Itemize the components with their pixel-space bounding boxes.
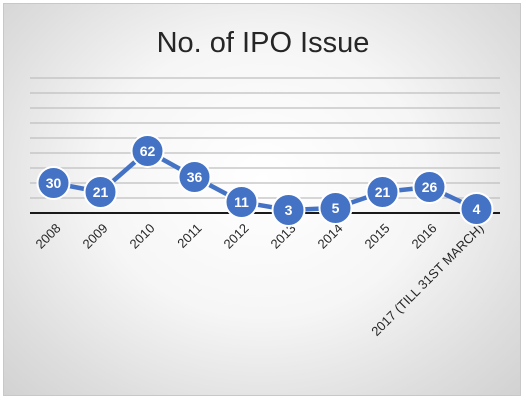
data-marker xyxy=(130,134,165,168)
data-label: 62 xyxy=(140,143,156,159)
data-marker xyxy=(365,175,400,209)
data-point: 62 xyxy=(130,134,165,168)
data-marker xyxy=(459,192,494,226)
data-point: 26 xyxy=(412,170,447,204)
x-axis-labels: 2008 2009 2010 2011 2012 2013 2014 2015 20162017… xyxy=(33,221,487,339)
data-marker xyxy=(271,193,306,227)
data-marker xyxy=(177,160,212,194)
data-label: 4 xyxy=(473,201,481,217)
x-tick-label: 2008 xyxy=(33,221,64,252)
chart-title: No. of IPO Issue xyxy=(157,27,370,59)
data-markers: 30 21 62 36 11 3 5 21 26 4 xyxy=(36,134,494,227)
x-tick-label: 2014 xyxy=(315,221,346,252)
data-marker xyxy=(36,166,71,200)
x-tick-label: 2010 xyxy=(127,221,158,252)
x-tick-label: 2012 xyxy=(221,221,252,252)
series-line xyxy=(53,148,478,213)
data-point: 30 xyxy=(36,166,71,200)
data-marker xyxy=(318,191,353,225)
data-label: 36 xyxy=(187,169,203,185)
data-point: 5 xyxy=(318,191,353,225)
data-label: 11 xyxy=(234,194,249,210)
data-point: 3 xyxy=(271,193,306,227)
x-tick-label: 2011 xyxy=(174,221,204,251)
data-point: 21 xyxy=(83,175,118,209)
data-label: 3 xyxy=(285,202,293,218)
data-label: 30 xyxy=(46,175,62,191)
x-tick-label: 2015 xyxy=(362,221,393,252)
x-tick-label: 2009 xyxy=(80,221,111,252)
data-label: 21 xyxy=(93,184,109,200)
data-marker xyxy=(224,185,259,219)
data-label: 5 xyxy=(332,200,340,216)
data-point: 36 xyxy=(177,160,212,194)
data-point: 11 xyxy=(224,185,259,219)
data-marker xyxy=(412,170,447,204)
data-point: 4 xyxy=(459,192,494,226)
data-marker xyxy=(83,175,118,209)
x-tick-label: 2016 xyxy=(409,221,440,252)
data-label: 21 xyxy=(375,184,391,200)
data-label: 26 xyxy=(422,179,438,195)
data-point: 21 xyxy=(365,175,400,209)
